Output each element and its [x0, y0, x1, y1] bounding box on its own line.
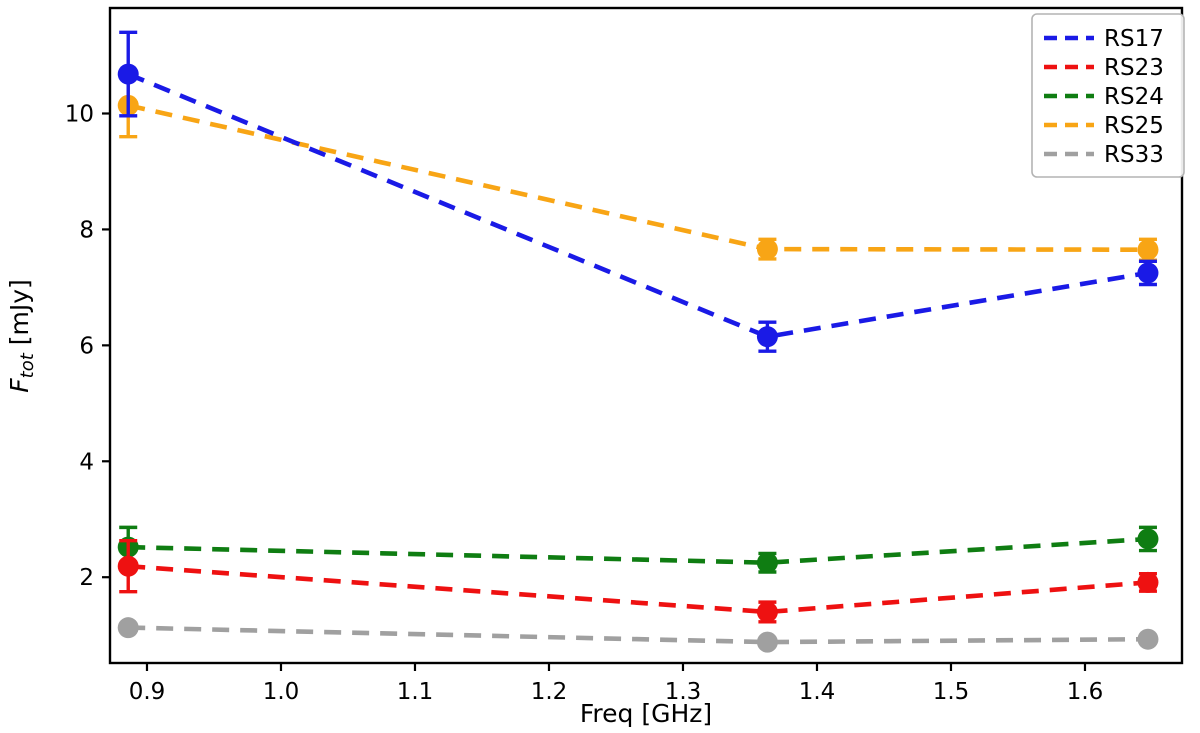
y-axis-title-text: Ftot [mJy]	[5, 279, 38, 393]
axes-layer	[108, 6, 1184, 665]
data-point[interactable]	[1137, 528, 1159, 550]
legend-label-rs33: RS33	[1104, 142, 1164, 168]
data-point[interactable]	[117, 555, 139, 577]
x-tick-label: 0.9	[129, 679, 166, 705]
data-point[interactable]	[117, 63, 139, 85]
series-rs23	[117, 538, 1159, 624]
legend-label-rs24: RS24	[1104, 84, 1164, 110]
y-axis-title: Ftot [mJy]	[5, 279, 38, 393]
series-line-rs25	[127, 103, 1149, 252]
series-rs25	[117, 72, 1159, 262]
plot-frame	[108, 6, 1184, 665]
y-axis-subscript: tot	[17, 352, 38, 378]
series-line-rs24	[128, 536, 1149, 566]
y-tick-label: 6	[79, 333, 94, 359]
x-tick-label: 1.6	[1067, 679, 1104, 705]
series-rs33	[117, 617, 1159, 653]
data-point[interactable]	[1137, 571, 1159, 593]
x-axis-title: Freq [GHz]	[580, 699, 712, 728]
data-point[interactable]	[756, 631, 778, 653]
data-point[interactable]	[117, 617, 139, 639]
y-tick-label: 8	[79, 217, 94, 243]
data-point[interactable]	[756, 601, 778, 623]
y-tick-label: 2	[79, 565, 94, 591]
data-point[interactable]	[756, 552, 778, 574]
series-line-rs17	[127, 71, 1149, 340]
x-tick-label: 1.4	[799, 679, 836, 705]
axis-labels-layer: Freq [GHz] Ftot [mJy]	[5, 279, 712, 728]
series-rs17	[117, 30, 1159, 353]
x-tick-label: 1.1	[397, 679, 434, 705]
legend-item-rs24[interactable]: RS24	[1044, 84, 1164, 110]
data-point[interactable]	[756, 238, 778, 260]
y-tick-label: 4	[79, 449, 94, 475]
data-point[interactable]	[1137, 262, 1159, 284]
data-series-layer	[117, 30, 1159, 653]
x-tick-label: 1.0	[263, 679, 300, 705]
data-point[interactable]	[1137, 628, 1159, 650]
y-tick-label: 10	[65, 101, 94, 127]
series-line-rs23	[128, 563, 1149, 615]
legend-label-rs25: RS25	[1104, 113, 1164, 139]
data-point[interactable]	[1137, 239, 1159, 261]
ticks-layer: 0.9 1.0 1.1 1.2 1.3 1.4 1.5 1.6 2 4 6 8 10	[65, 101, 1104, 705]
legend-item-rs25[interactable]: RS25	[1044, 113, 1164, 139]
series-rs24	[117, 525, 1159, 574]
legend-label-rs17: RS17	[1104, 26, 1164, 52]
x-tick-label: 1.5	[933, 679, 970, 705]
legend[interactable]: RS17 RS23 RS24 RS25 RS33	[1031, 13, 1185, 178]
y-axis-symbol: F	[5, 378, 34, 393]
data-point[interactable]	[756, 326, 778, 348]
x-tick-label: 1.2	[531, 679, 568, 705]
legend-box	[1031, 13, 1185, 178]
y-axis-unit: [mJy]	[5, 279, 34, 353]
x-tick-label: 1.3	[665, 679, 702, 705]
series-line-rs33	[128, 625, 1149, 645]
legend-item-rs17[interactable]: RS17	[1044, 26, 1164, 52]
legend-item-rs23[interactable]: RS23	[1044, 55, 1164, 81]
legend-item-rs33[interactable]: RS33	[1044, 142, 1164, 168]
legend-label-rs23: RS23	[1104, 55, 1164, 81]
